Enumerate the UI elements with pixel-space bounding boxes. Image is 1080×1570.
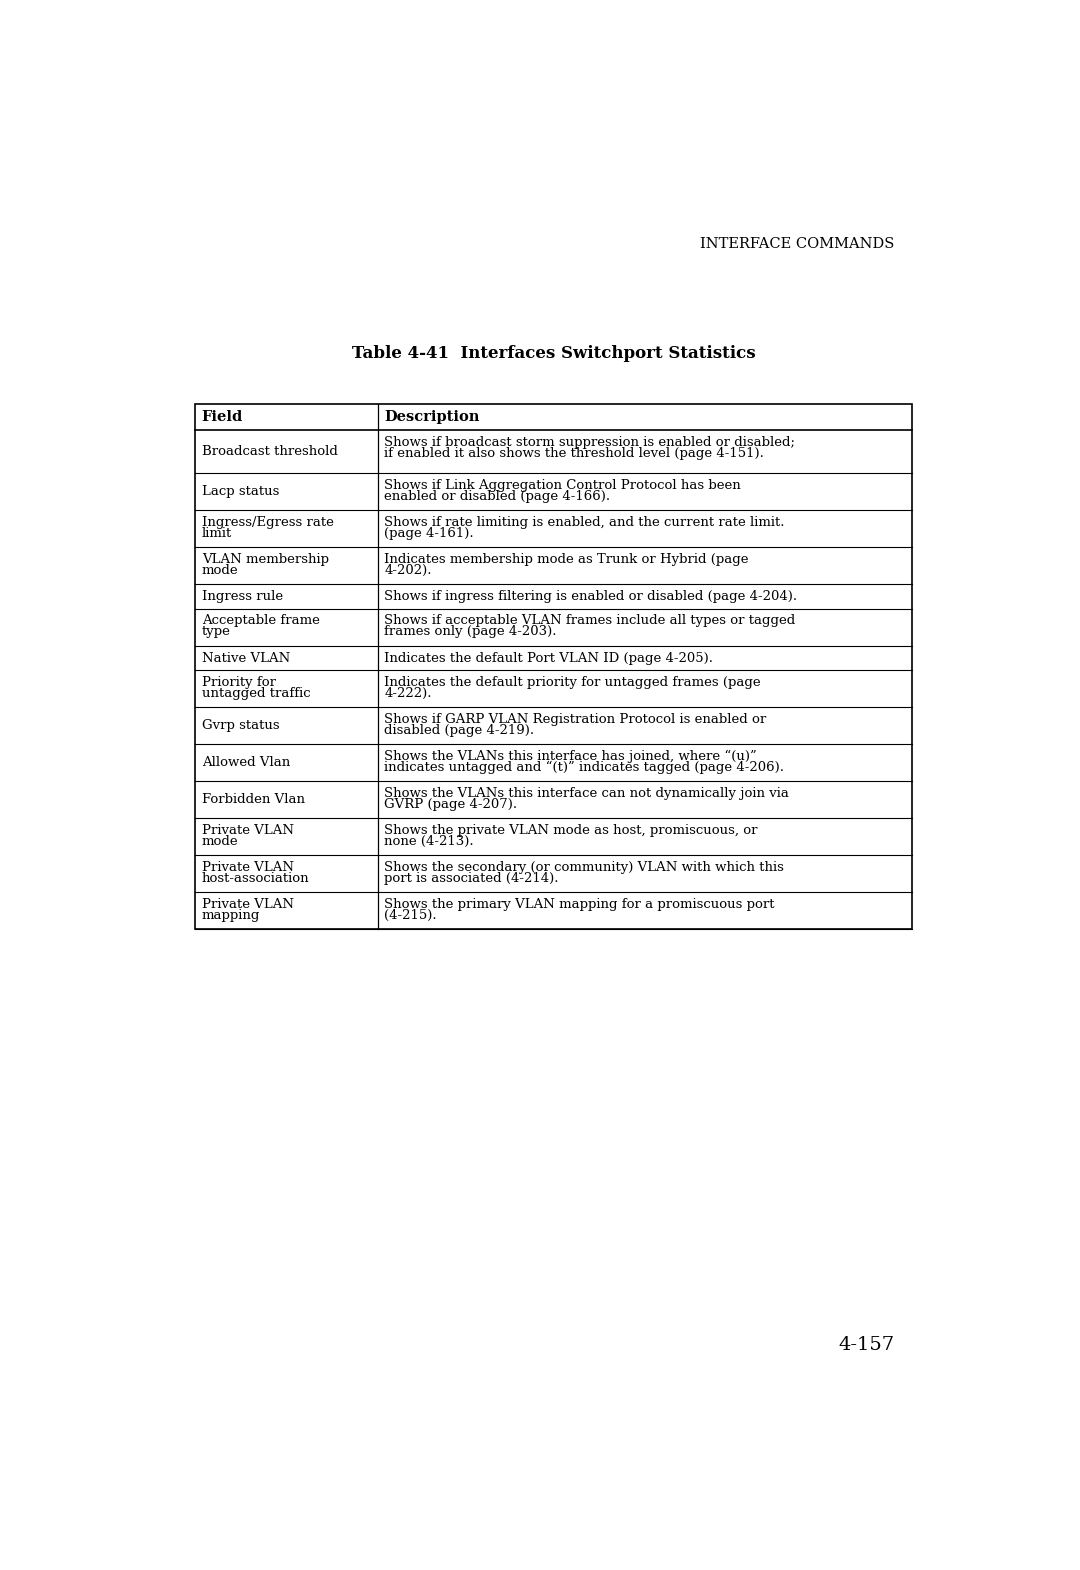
Text: Ingress rule: Ingress rule [202,590,283,603]
Text: Shows the VLANs this interface has joined, where “(u)”: Shows the VLANs this interface has joine… [384,750,757,763]
Text: Indicates membership mode as Trunk or Hybrid (page: Indicates membership mode as Trunk or Hy… [384,553,748,565]
Text: (4-215).: (4-215). [384,909,437,922]
Text: Field: Field [202,410,243,424]
Text: Private VLAN: Private VLAN [202,898,294,911]
Text: Allowed Vlan: Allowed Vlan [202,757,289,769]
Text: Lacp status: Lacp status [202,485,279,498]
Text: INTERFACE COMMANDS: INTERFACE COMMANDS [700,237,894,251]
Text: Table 4-41  Interfaces Switchport Statistics: Table 4-41 Interfaces Switchport Statist… [352,345,755,363]
Text: Shows if broadcast storm suppression is enabled or disabled;: Shows if broadcast storm suppression is … [384,435,795,449]
Text: Broadcast threshold: Broadcast threshold [202,446,338,458]
Text: 4-222).: 4-222). [384,688,432,700]
Text: Priority for: Priority for [202,675,275,689]
Text: (page 4-161).: (page 4-161). [384,528,474,540]
Text: Private VLAN: Private VLAN [202,824,294,837]
Text: Shows the private VLAN mode as host, promiscuous, or: Shows the private VLAN mode as host, pro… [384,824,758,837]
Text: 4-157: 4-157 [838,1336,894,1353]
Text: Description: Description [384,410,480,424]
Text: mode: mode [202,835,239,848]
Text: Shows the secondary (or community) VLAN with which this: Shows the secondary (or community) VLAN … [384,860,784,873]
Text: indicates untagged and “(t)” indicates tagged (page 4-206).: indicates untagged and “(t)” indicates t… [384,761,784,774]
Text: mode: mode [202,564,239,576]
Text: untagged traffic: untagged traffic [202,688,310,700]
Text: VLAN membership: VLAN membership [202,553,328,565]
Bar [195,403,912,929]
Text: port is associated (4-214).: port is associated (4-214). [384,871,558,885]
Text: Private VLAN: Private VLAN [202,860,294,873]
Text: Shows the primary VLAN mapping for a promiscuous port: Shows the primary VLAN mapping for a pro… [384,898,774,911]
Text: Ingress/Egress rate: Ingress/Egress rate [202,515,334,529]
Text: Indicates the default priority for untagged frames (page: Indicates the default priority for untag… [384,675,761,689]
Text: none (4-213).: none (4-213). [384,835,474,848]
Text: Gvrp status: Gvrp status [202,719,280,732]
Text: Shows if GARP VLAN Registration Protocol is enabled or: Shows if GARP VLAN Registration Protocol… [384,713,767,725]
Text: GVRP (page 4-207).: GVRP (page 4-207). [384,798,517,810]
Text: enabled or disabled (page 4-166).: enabled or disabled (page 4-166). [384,490,610,502]
Text: Shows if acceptable VLAN frames include all types or tagged: Shows if acceptable VLAN frames include … [384,614,796,626]
Text: host-association: host-association [202,871,309,885]
Text: limit: limit [202,528,232,540]
Text: Indicates the default Port VLAN ID (page 4-205).: Indicates the default Port VLAN ID (page… [384,652,713,664]
Text: 4-202).: 4-202). [384,564,432,576]
Text: mapping: mapping [202,909,260,922]
Text: disabled (page 4-219).: disabled (page 4-219). [384,724,535,736]
Text: if enabled it also shows the threshold level (page 4-151).: if enabled it also shows the threshold l… [384,447,765,460]
Text: Shows if rate limiting is enabled, and the current rate limit.: Shows if rate limiting is enabled, and t… [384,515,785,529]
Text: frames only (page 4-203).: frames only (page 4-203). [384,625,557,639]
Text: Acceptable frame: Acceptable frame [202,614,320,626]
Text: type: type [202,625,230,639]
Text: Shows the VLANs this interface can not dynamically join via: Shows the VLANs this interface can not d… [384,787,789,799]
Text: Shows if ingress filtering is enabled or disabled (page 4-204).: Shows if ingress filtering is enabled or… [384,590,797,603]
Text: Native VLAN: Native VLAN [202,652,289,664]
Text: Shows if Link Aggregation Control Protocol has been: Shows if Link Aggregation Control Protoc… [384,479,741,491]
Text: Forbidden Vlan: Forbidden Vlan [202,793,305,807]
